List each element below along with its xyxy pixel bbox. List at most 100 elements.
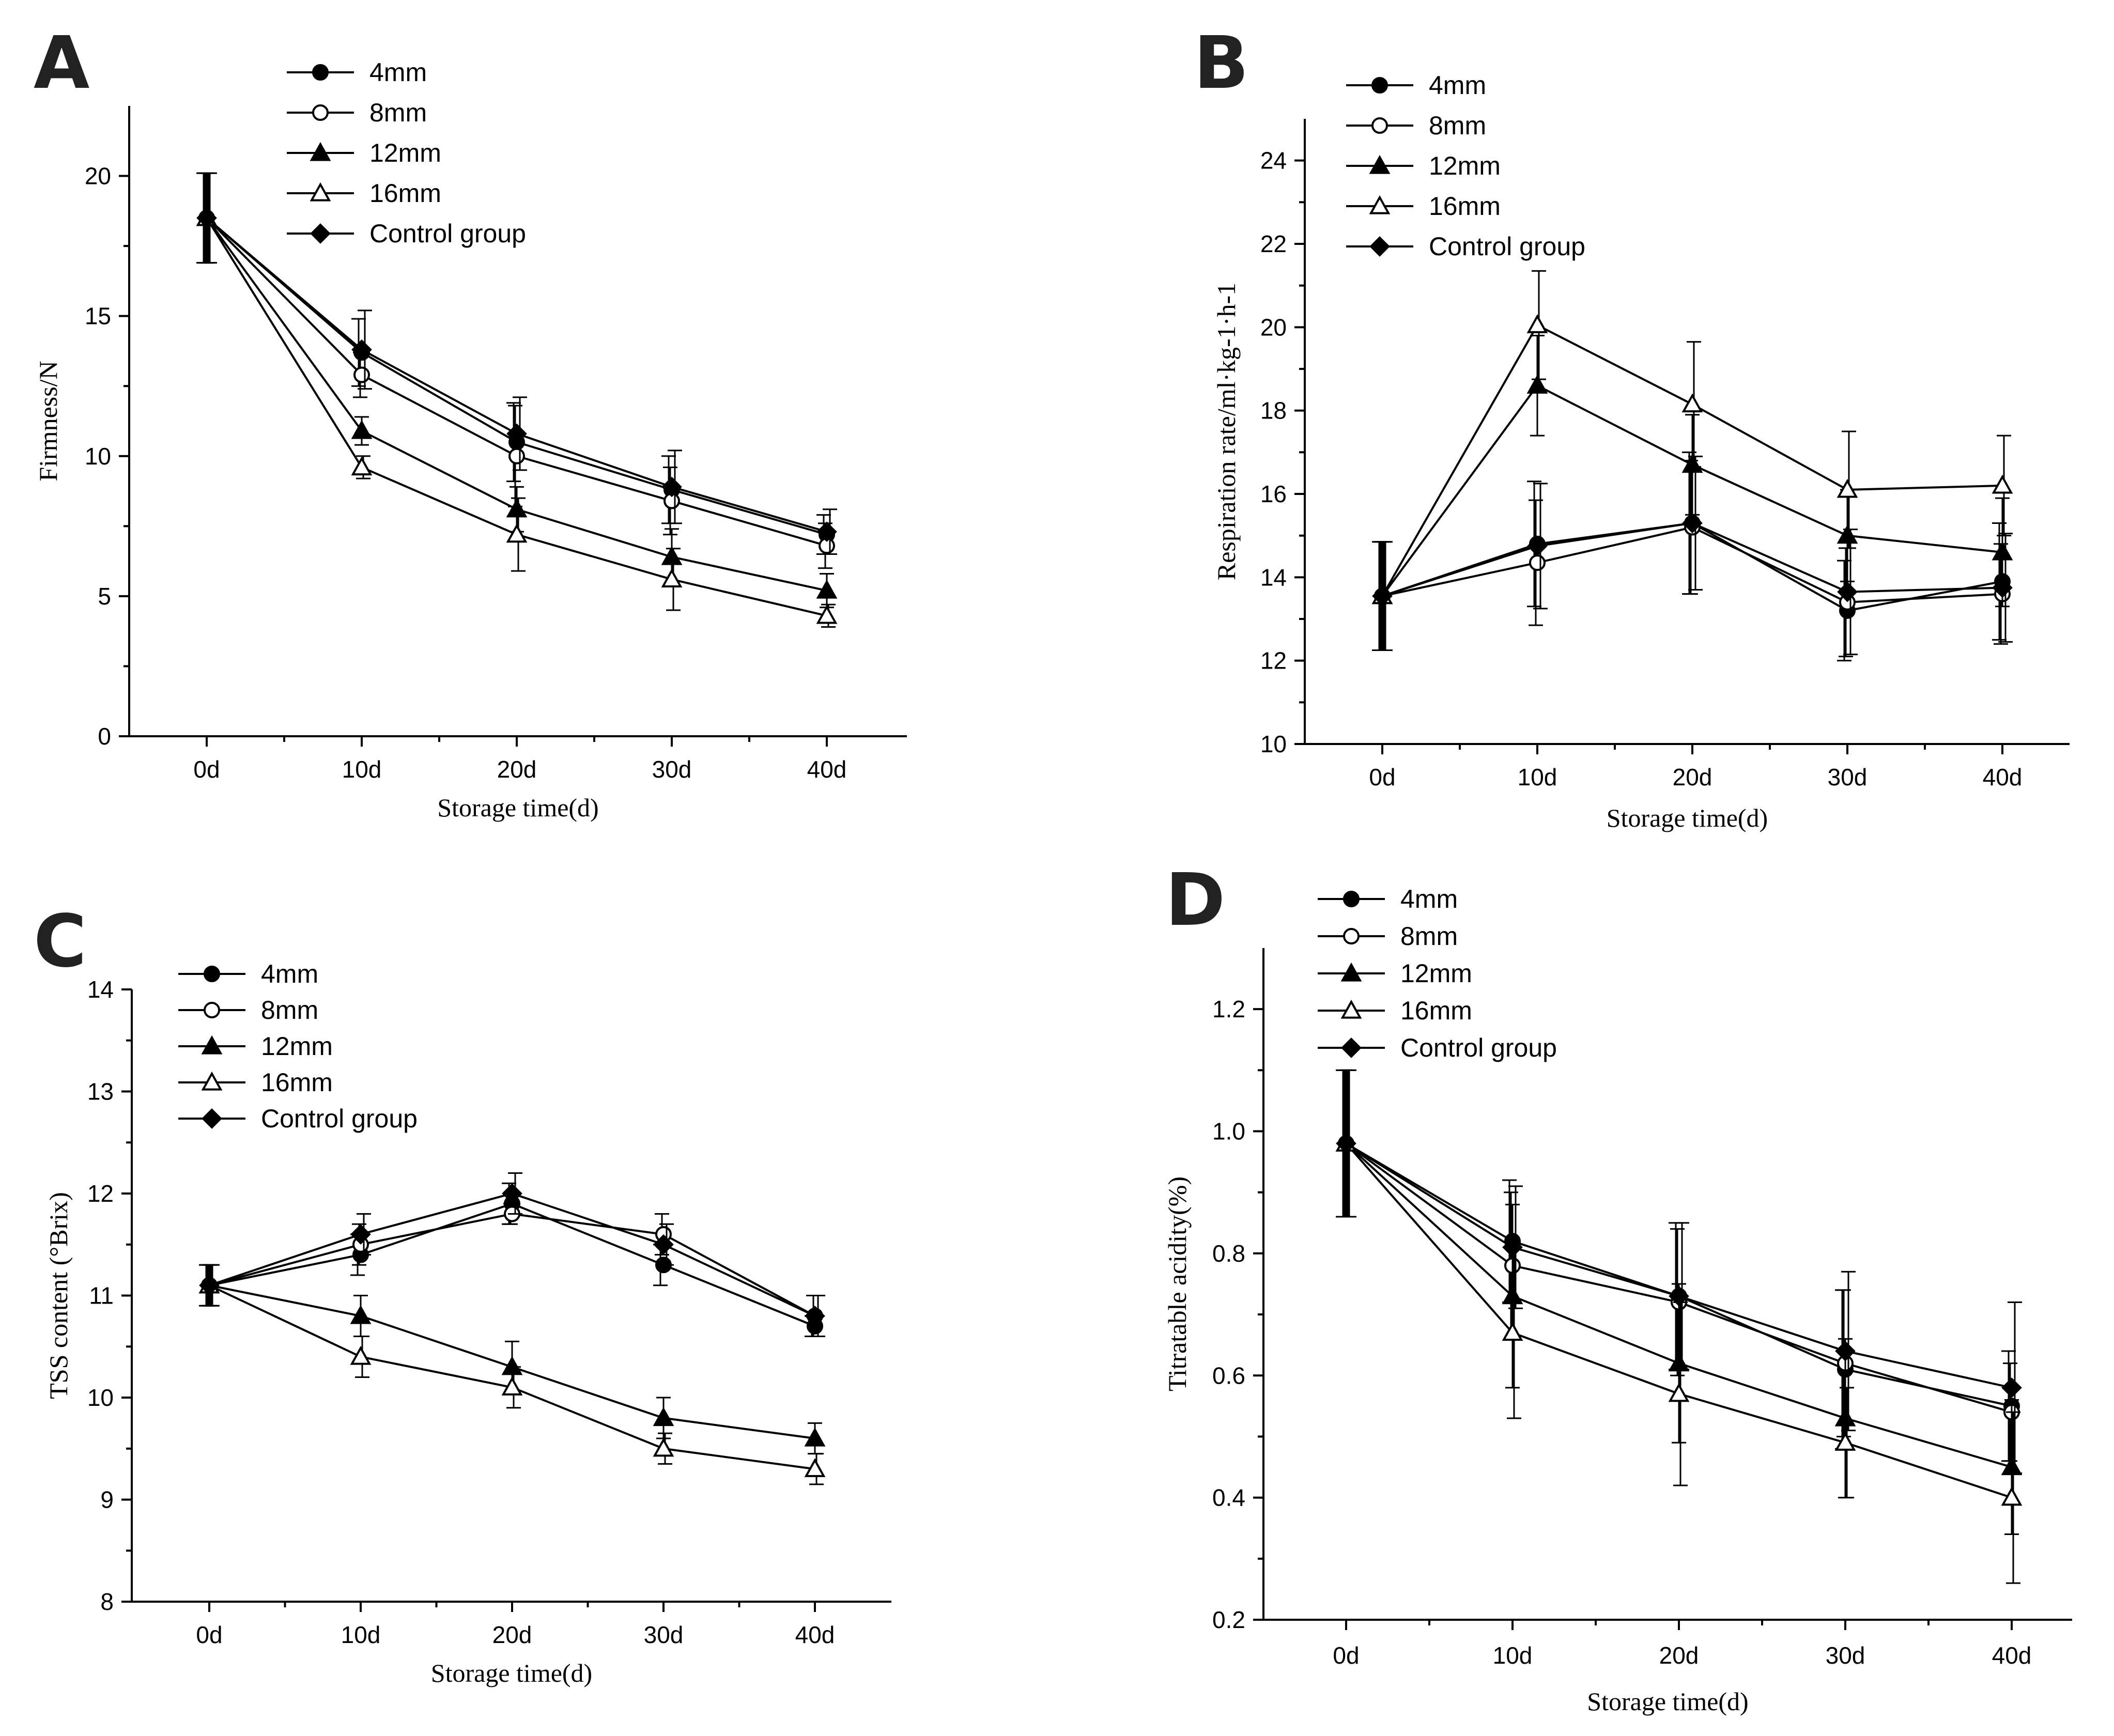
x-axis-title: Storage time(d) — [431, 1659, 592, 1687]
x-axis-title: Storage time(d) — [437, 793, 598, 822]
y-tick-label: 0.2 — [1212, 1606, 1245, 1633]
legend-label: 4mm — [1400, 885, 1458, 913]
legend-label: 12mm — [1429, 151, 1501, 180]
data-point — [1336, 1133, 1356, 1154]
legend-marker — [1343, 891, 1360, 907]
series-8mm — [200, 1203, 823, 1337]
series-12mm — [198, 1264, 826, 1455]
data-point — [805, 1306, 825, 1326]
x-tick-label: 10d — [1518, 764, 1557, 791]
data-point — [351, 456, 373, 476]
data-point — [508, 447, 525, 464]
panel-a: A 0 5 10 15 20 0d 10d 20d 30d 40d Storage time(d) Fi… — [34, 21, 907, 822]
legend-marker — [204, 1002, 220, 1018]
x-tick-label: 0d — [193, 756, 220, 783]
data-point — [199, 1275, 220, 1296]
y-tick-label: 22 — [1260, 230, 1287, 257]
y-tick-label: 8 — [100, 1588, 114, 1615]
data-point — [661, 476, 682, 498]
data-point — [1502, 1322, 1523, 1341]
data-point — [1837, 478, 1858, 498]
data-point — [506, 423, 527, 444]
legend-marker — [312, 104, 329, 121]
data-point — [1668, 1383, 1690, 1402]
legend-marker — [201, 1071, 223, 1091]
y-tick-label: 14 — [87, 976, 114, 1003]
data-point — [2001, 1456, 2023, 1476]
data-point — [1835, 1341, 1856, 1361]
x-axis-title: Storage time(d) — [1607, 803, 1768, 832]
x-tick-label: 30d — [1826, 1642, 1865, 1669]
panel-letter: C — [34, 900, 87, 984]
legend-label: 12mm — [1400, 959, 1472, 988]
legend-label: Control group — [1400, 1033, 1557, 1062]
data-point — [661, 546, 683, 565]
data-point — [1502, 1285, 1523, 1305]
y-tick-label: 0.6 — [1212, 1362, 1245, 1389]
y-tick-label: 10 — [87, 1384, 114, 1411]
x-tick-label: 20d — [1673, 764, 1712, 791]
x-axis-title: Storage time(d) — [1587, 1687, 1748, 1716]
data-point — [804, 1458, 826, 1477]
legend-label: Control group — [369, 219, 526, 248]
legend-marker — [1341, 1037, 1362, 1058]
panel-b: B 10 12 14 16 18 20 22 24 0d 10d 20d 30d 40d Storage t… — [1194, 21, 2070, 832]
y-tick-label: 15 — [85, 303, 111, 330]
data-point — [1502, 1237, 1523, 1258]
y-tick-label: 0.4 — [1212, 1484, 1245, 1511]
legend-label: 8mm — [369, 98, 427, 127]
series-line — [206, 217, 827, 617]
y-tick-label: 11 — [89, 1282, 114, 1309]
series-control-group — [199, 1172, 825, 1337]
legend: 4mm 8mm 12mm 16mm Control group — [1346, 71, 1585, 261]
legend-marker — [204, 966, 220, 982]
y-tick-label: 10 — [1260, 731, 1287, 757]
legend-label: 8mm — [261, 996, 318, 1025]
panel-c: C 8 9 10 11 12 13 14 0d 10d 20d 30d 40d Storage time(… — [34, 900, 891, 1687]
y-tick-label: 20 — [85, 163, 111, 190]
x-tick-label: 30d — [644, 1621, 684, 1648]
data-point — [196, 208, 217, 228]
data-point — [1992, 541, 2013, 561]
data-point — [1834, 1432, 1856, 1451]
legend-marker — [1343, 928, 1360, 944]
legend-label: 8mm — [1400, 922, 1458, 951]
x-tick-label: 10d — [1493, 1642, 1533, 1669]
series-12mm — [1371, 334, 2013, 651]
data-point — [816, 605, 838, 624]
legend-label: 12mm — [261, 1032, 333, 1061]
y-tick-label: 5 — [98, 583, 111, 610]
data-point — [1682, 513, 1703, 534]
legend-marker — [1371, 117, 1388, 134]
y-tick-label: 12 — [1260, 647, 1287, 674]
y-tick-label: 16 — [1260, 481, 1287, 507]
legend-label: Control group — [261, 1104, 418, 1133]
y-tick-label: 0 — [98, 723, 111, 750]
x-tick-label: 0d — [196, 1621, 222, 1648]
y-tick-label: 1.0 — [1212, 1118, 1245, 1145]
y-tick-label: 12 — [87, 1180, 114, 1207]
legend: 4mm 8mm 12mm 16mm Control group — [287, 58, 526, 248]
legend-marker — [312, 64, 329, 81]
x-tick-label: 10d — [341, 1621, 381, 1648]
data-point — [1668, 1352, 1690, 1372]
y-axis-title: TSS content (°Brix) — [44, 1192, 73, 1399]
y-tick-label: 18 — [1260, 397, 1287, 424]
panel-d: D 0.2 0.4 0.6 0.8 1.0 1.2 0d 10d 20d 30d 40d Storage… — [1163, 858, 2072, 1716]
data-point — [1837, 581, 1858, 602]
data-point — [1681, 454, 1703, 473]
x-tick-label: 0d — [1369, 764, 1395, 791]
x-tick-label: 40d — [1983, 764, 2023, 791]
legend-marker — [1369, 236, 1390, 257]
legend-marker — [1340, 999, 1362, 1019]
legend-label: 8mm — [1429, 111, 1486, 140]
legend-marker — [1340, 962, 1362, 982]
series-16mm — [1335, 1069, 2023, 1584]
legend-marker — [310, 142, 331, 161]
legend-label: 16mm — [261, 1068, 333, 1097]
legend-marker — [310, 223, 331, 244]
data-point — [1669, 1285, 1689, 1307]
x-tick-label: 30d — [652, 756, 692, 783]
data-point — [804, 1427, 826, 1447]
data-point — [1372, 585, 1393, 607]
